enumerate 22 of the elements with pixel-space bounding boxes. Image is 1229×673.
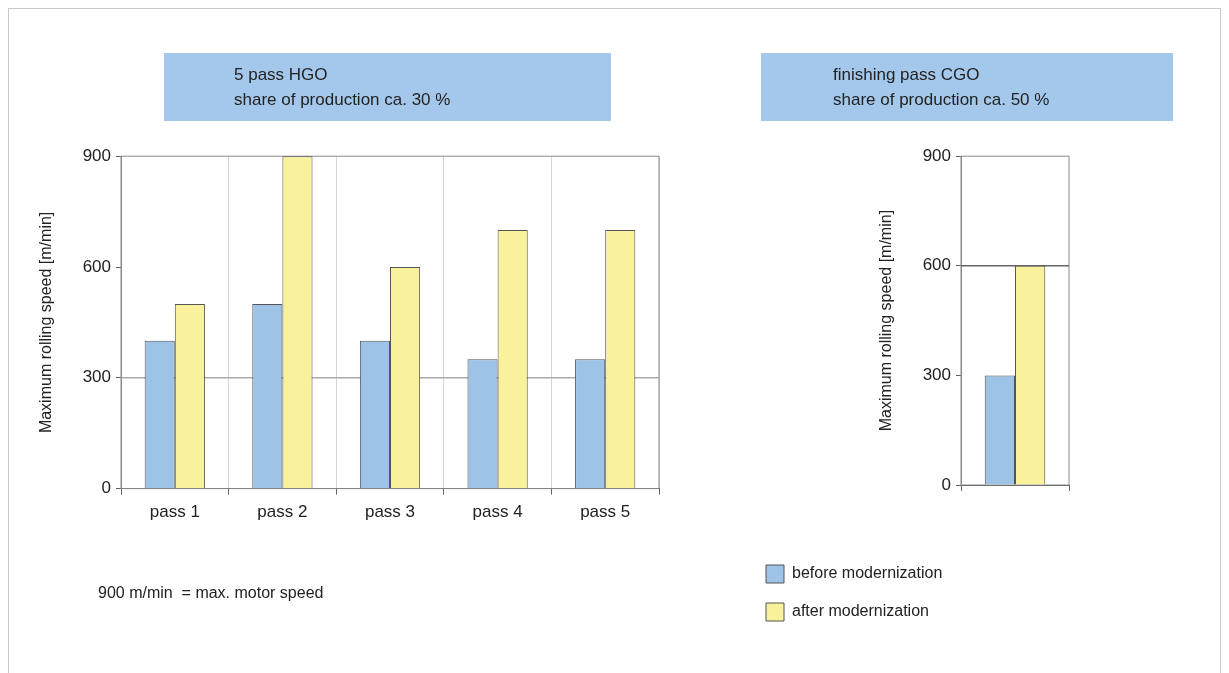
chart-subtitle: share of production ca. 50 %: [833, 89, 1051, 111]
y-axis-title: Maximum rolling speed [m/min]: [37, 211, 55, 434]
y-tick-label: 300: [922, 365, 951, 385]
y-tick-label: 900: [82, 145, 111, 165]
y-tick-label: 300: [82, 367, 111, 387]
x-tick-label: pass 5: [580, 502, 631, 522]
x-tick-label: pass 4: [472, 502, 523, 522]
y-tick-label: 0: [101, 478, 111, 498]
y-axis-title: Maximum rolling speed [m/min]: [877, 209, 895, 432]
legend-label: before modernization: [792, 564, 943, 582]
y-tick-label: 600: [82, 256, 111, 276]
chart-title: 5 pass HGO: [234, 64, 329, 86]
chart-title: finishing pass CGO: [833, 64, 981, 86]
legend-label: after modernization: [792, 602, 929, 620]
chart-subtitle: share of production ca. 30 %: [234, 89, 452, 111]
text: 900 m/min = max. motor speed: [98, 584, 324, 602]
y-tick-label: 900: [922, 145, 951, 165]
y-tick-label: 600: [922, 255, 951, 275]
x-tick-label: pass 3: [364, 502, 416, 522]
x-tick-label: pass 2: [257, 502, 308, 522]
y-tick-label: 0: [941, 474, 951, 494]
x-tick-label: pass 1: [149, 502, 200, 522]
